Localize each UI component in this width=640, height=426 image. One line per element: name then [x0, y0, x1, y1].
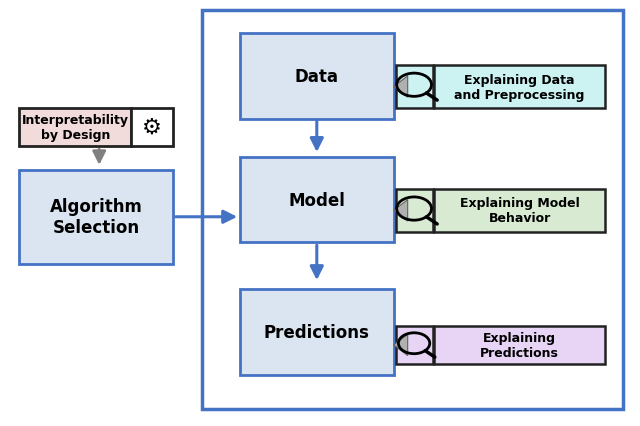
Text: Explaining
Predictions: Explaining Predictions [480, 331, 559, 359]
FancyBboxPatch shape [240, 158, 394, 243]
Text: ⚙: ⚙ [142, 118, 162, 138]
FancyBboxPatch shape [396, 190, 433, 232]
FancyBboxPatch shape [434, 326, 605, 364]
Text: Explaining Data
and Preprocessing: Explaining Data and Preprocessing [454, 73, 585, 101]
FancyBboxPatch shape [434, 190, 605, 232]
FancyBboxPatch shape [396, 326, 433, 364]
Polygon shape [394, 334, 408, 356]
FancyBboxPatch shape [131, 109, 173, 147]
Text: Interpretability
by Design: Interpretability by Design [22, 114, 129, 142]
FancyBboxPatch shape [240, 34, 394, 119]
FancyBboxPatch shape [202, 11, 623, 409]
FancyBboxPatch shape [396, 66, 433, 109]
FancyBboxPatch shape [19, 170, 173, 264]
Text: Predictions: Predictions [264, 323, 370, 341]
Text: Algorithm
Selection: Algorithm Selection [49, 198, 143, 236]
Polygon shape [394, 77, 408, 98]
Text: Model: Model [289, 191, 345, 209]
Text: Explaining Model
Behavior: Explaining Model Behavior [460, 197, 580, 225]
FancyBboxPatch shape [19, 109, 131, 147]
Polygon shape [394, 200, 408, 222]
FancyBboxPatch shape [434, 66, 605, 109]
FancyBboxPatch shape [240, 290, 394, 375]
Text: Data: Data [295, 68, 339, 86]
